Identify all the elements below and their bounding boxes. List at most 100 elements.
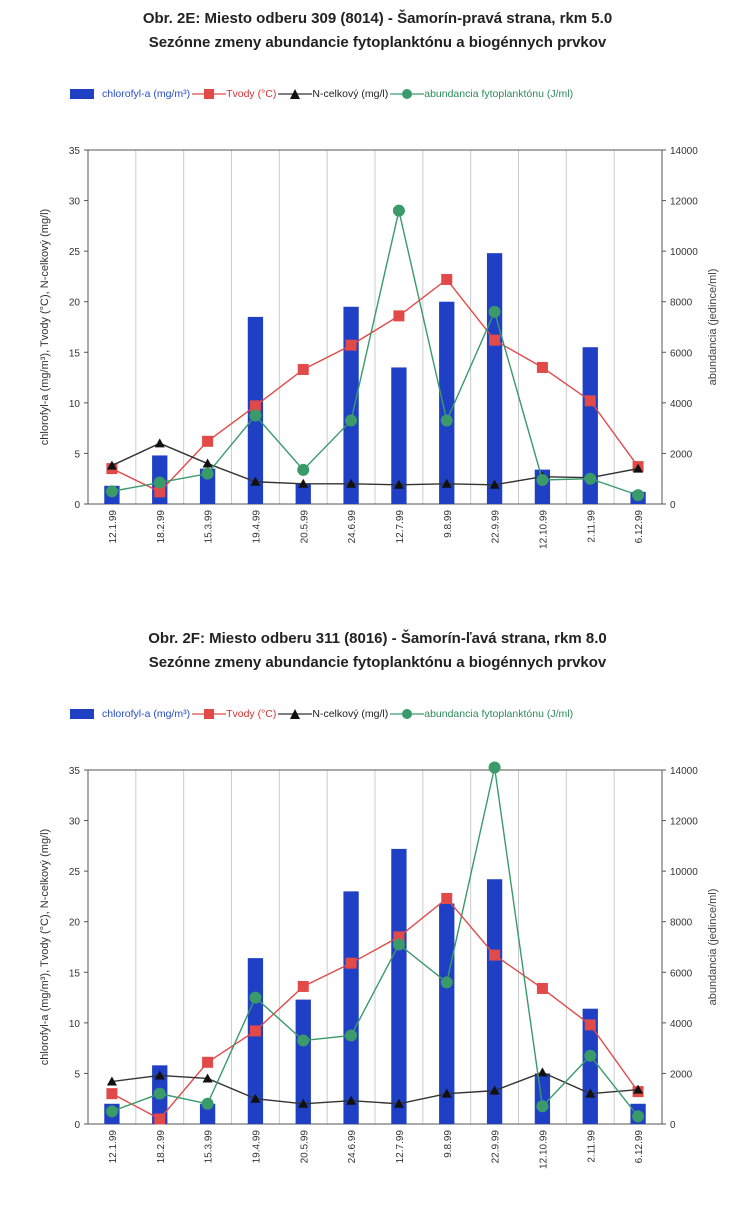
- legend-label-ncelk: N-celkový (mg/l): [312, 708, 389, 720]
- x-tick-label: 12.1.99: [108, 510, 119, 544]
- y2-tick-label: 10000: [670, 867, 698, 878]
- chart-title: Obr. 2E: Miesto odberu 309 (8014) - Šamo…: [142, 10, 613, 27]
- point-square: [536, 361, 548, 373]
- y-axis-label: chlorofyl-a (mg/m³), Tvody (°C), N-celko…: [39, 209, 51, 445]
- point-circle: [584, 1049, 597, 1062]
- y2-tick-label: 14000: [670, 146, 698, 157]
- series-line: [111, 442, 639, 486]
- y2-tick-label: 4000: [670, 399, 693, 410]
- point-square: [154, 1113, 166, 1125]
- point-triangle: [489, 1085, 500, 1095]
- y-tick-label: 10: [69, 399, 81, 410]
- point-circle: [488, 305, 501, 318]
- point-circle: [201, 467, 214, 480]
- legend: chlorofyl-a (mg/m³) Tvody (°C) N-celkový…: [70, 84, 575, 104]
- y-axis-label: chlorofyl-a (mg/m³), Tvody (°C), N-celko…: [39, 829, 51, 1065]
- x-tick-label: 12.1.99: [108, 1130, 119, 1164]
- x-tick-label: 9.8.99: [443, 510, 454, 538]
- series-line: [111, 767, 639, 1117]
- y2-tick-label: 2000: [670, 449, 693, 460]
- y2-axis-label: abundancia (jedince/ml): [707, 889, 719, 1006]
- point-circle: [392, 204, 405, 217]
- point-triangle: [298, 1098, 309, 1108]
- legend-item-abundancia: abundancia fytoplanktónu (J/ml): [390, 88, 573, 100]
- legend-label-abundancia: abundancia fytoplanktónu (J/ml): [424, 708, 574, 720]
- y2-tick-label: 8000: [670, 298, 693, 309]
- y2-tick-label: 6000: [670, 348, 693, 359]
- y2-axis-label: abundancia (jedince/ml): [707, 269, 719, 386]
- y2-tick-label: 14000: [670, 766, 698, 777]
- point-triangle: [489, 479, 500, 489]
- bar: [486, 879, 503, 1124]
- point-circle: [440, 976, 453, 989]
- point-triangle: [106, 1076, 117, 1086]
- x-tick-label: 22.9.99: [491, 510, 502, 544]
- x-tick-label: 2.11.99: [586, 510, 597, 543]
- y-tick-label: 10: [69, 1019, 81, 1030]
- chart-panel-2f: Obr. 2F: Miesto odberu 311 (8016) - Šamo…: [0, 620, 755, 1220]
- y2-tick-label: 12000: [670, 817, 698, 828]
- x-tick-label: 12.7.99: [395, 1130, 406, 1164]
- bar: [439, 903, 455, 1124]
- point-square: [249, 1025, 261, 1037]
- legend-square-marker-icon: [192, 89, 227, 99]
- x-tick-label: 15.3.99: [204, 510, 215, 544]
- y-tick-label: 0: [74, 1120, 80, 1131]
- point-square: [202, 1056, 214, 1068]
- plot-frame: [87, 769, 663, 1125]
- x-tick-label: 2.11.99: [586, 1130, 597, 1163]
- x-tick-label: 12.10.99: [538, 510, 549, 549]
- legend-label-tvody: Tvody (°C): [226, 708, 277, 720]
- point-square: [441, 273, 453, 285]
- point-triangle: [393, 1098, 404, 1108]
- point-square: [584, 1019, 596, 1031]
- point-square: [441, 892, 453, 904]
- legend-circle-marker-icon: [390, 709, 425, 719]
- x-tick-label: 24.6.99: [347, 510, 358, 544]
- y2-tick-label: 10000: [670, 247, 698, 258]
- point-circle: [392, 938, 405, 951]
- x-tick-label: 20.5.99: [299, 510, 310, 544]
- y-tick-label: 5: [74, 1069, 80, 1080]
- legend-label-ncelk: N-celkový (mg/l): [312, 88, 389, 100]
- point-circle: [105, 485, 118, 498]
- legend-square-marker-icon: [192, 709, 227, 719]
- x-tick-label: 24.6.99: [347, 1130, 358, 1164]
- point-square: [536, 982, 548, 994]
- y2-tick-label: 0: [670, 1120, 676, 1131]
- y-tick-label: 35: [69, 766, 81, 777]
- x-tick-label: 19.4.99: [251, 510, 262, 544]
- y-tick-label: 30: [69, 197, 81, 208]
- x-tick-label: 12.7.99: [395, 510, 406, 544]
- y2-tick-label: 4000: [670, 1019, 693, 1030]
- point-circle: [297, 463, 310, 476]
- legend-circle-marker-icon: [390, 89, 425, 99]
- point-triangle: [441, 478, 452, 488]
- point-square: [249, 400, 261, 412]
- y-tick-label: 35: [69, 146, 81, 157]
- bar: [295, 999, 311, 1124]
- x-tick-label: 18.2.99: [156, 1130, 167, 1164]
- point-triangle: [202, 458, 213, 468]
- point-triangle: [202, 1073, 213, 1083]
- point-circle: [153, 476, 166, 489]
- series-line: [111, 210, 639, 496]
- legend-item-tvody: Tvody (°C): [192, 88, 276, 100]
- grid: [87, 150, 663, 504]
- y2-tick-label: 2000: [670, 1069, 693, 1080]
- x-tick-label: 6.12.99: [634, 1130, 645, 1164]
- point-triangle: [585, 1088, 596, 1098]
- point-circle: [584, 472, 597, 485]
- point-triangle: [250, 476, 261, 486]
- point-triangle: [393, 479, 404, 489]
- y-tick-label: 0: [74, 500, 80, 511]
- point-circle: [249, 409, 262, 422]
- series-line: [111, 1071, 639, 1105]
- point-square: [393, 931, 405, 943]
- point-circle: [536, 1100, 549, 1113]
- point-circle: [488, 761, 501, 774]
- legend-item-chlorofyl: chlorofyl-a (mg/m³): [70, 88, 190, 100]
- point-circle: [345, 1029, 358, 1042]
- y2-tick-label: 8000: [670, 918, 693, 929]
- chart-subtitle: Sezónne zmeny abundancie fytoplanktónu a…: [148, 34, 607, 51]
